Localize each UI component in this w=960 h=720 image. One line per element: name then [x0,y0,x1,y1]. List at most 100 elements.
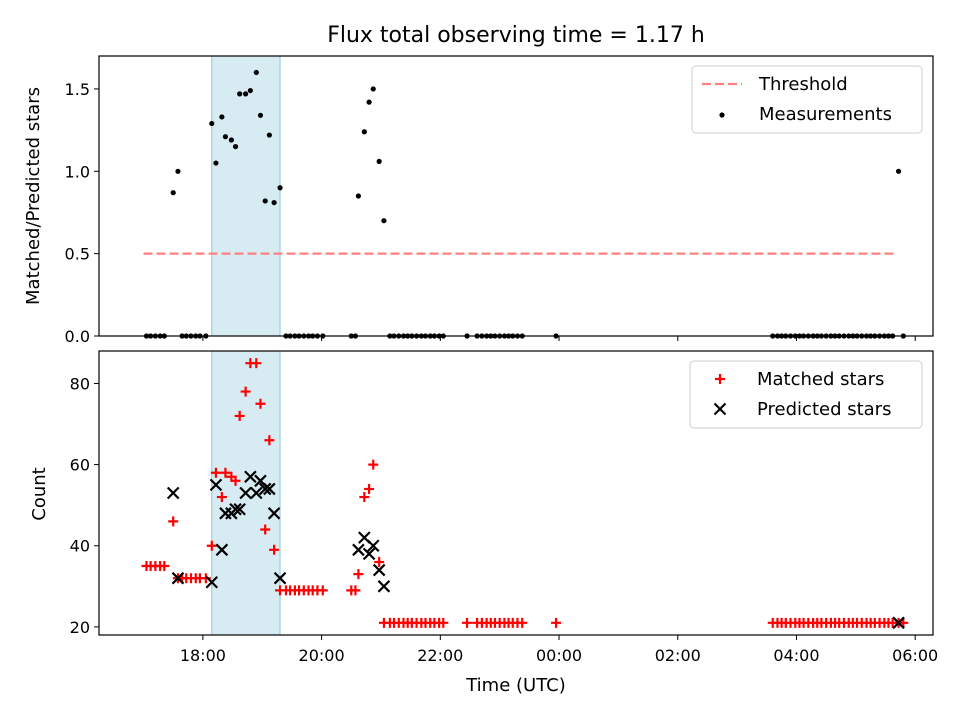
matched-star-point [240,386,251,397]
measurement-point [355,193,362,199]
matched-star-point [159,561,170,572]
matched-star-point [206,540,217,551]
matched-star-point [462,617,473,628]
matched-star-point [216,492,227,503]
legend-measurement-label: Measurements [759,104,892,125]
measurement-point [232,143,239,150]
matched-star-point [220,467,231,478]
bottom-x-tick-label: 20:00 [299,646,345,665]
bottom-y-tick-label: 60 [70,456,90,475]
bottom-y-tick-label: 80 [70,374,90,393]
bottom-x-tick-label: 22:00 [417,646,463,665]
matched-star-point [234,410,245,421]
predicted-star-point [250,486,263,500]
top-y-tick-label: 1.0 [65,162,90,181]
matched-star-point [264,435,275,446]
measurement-point [262,198,268,204]
bottom-x-tick-label: 00:00 [536,646,582,665]
predicted-star-point [258,482,272,496]
measurement-point [247,87,253,94]
matched-star-point [317,585,328,596]
matched-star-point [251,358,262,369]
chart-title: Flux total observing time = 1.17 h [327,23,705,48]
legend-matched-swatch [715,374,725,384]
measurement-point [895,168,902,174]
matched-star-point [230,475,241,486]
bottom-x-tick-label: 06:00 [892,646,938,665]
measurement-point [228,137,234,143]
matched-star-point [210,467,221,478]
predicted-star-point [267,507,281,520]
legend-predicted-label: Predicted stars [757,399,891,420]
legend-matched-label: Matched stars [757,369,884,390]
predicted-star-point [209,478,223,492]
bottom-x-tick-label: 18:00 [180,646,226,665]
bottom-y-axis-label: Count [29,467,50,520]
bottom-x-tick-label: 04:00 [773,646,819,665]
legend-predicted-swatch [713,402,727,416]
measurement-point [277,185,283,191]
predicted-star-point [892,616,905,630]
bottom-panel: 20 40 60 80 18:00 20:00 22:00 00:00 02:00 04:00 06… [70,350,938,665]
top-y-tick-label: 0.5 [65,245,90,264]
measurement-point [266,132,272,138]
predicted-star-point [263,482,276,496]
predicted-star-point [239,486,252,500]
measurement-point [376,158,382,165]
measurement-point [175,168,181,174]
predicted-star-point [166,486,180,500]
bottom-axes-frame [98,350,934,636]
matched-star-point [260,524,271,535]
bottom-y-tick-label: 20 [70,618,90,637]
bottom-y-tick-label: 40 [70,537,90,556]
predicted-star-point [233,502,246,516]
predicted-star-point [366,539,380,553]
predicted-star-point [372,563,386,577]
matched-star-point [551,617,562,628]
legend-measurement-swatch [719,112,725,118]
matched-star-point [368,459,379,470]
measurement-point [366,99,372,105]
measurement-point [219,114,225,120]
matched-star-point [350,585,361,596]
matched-star-point [269,544,280,555]
matched-star-point [374,556,385,567]
matched-star-point [200,573,211,584]
top-axes-frame [98,55,934,337]
top-highlight-span [211,55,281,337]
x-axis-label: Time (UTC) [465,675,566,696]
matched-star-point [168,516,179,527]
measurement-point [257,112,264,118]
predicted-star-point [377,580,391,593]
matched-star-point [517,617,528,628]
legend-box [691,65,923,134]
measurement-point [209,120,215,127]
top-panel: 0.0 0.5 1.0 1.5 Threshold Measurements [65,55,934,346]
measurement-point [361,129,367,135]
bottom-legend: Matched stars Predicted stars [689,360,923,429]
predicted-star-point [215,543,229,557]
measurement-point [370,86,376,92]
measurement-point [271,199,277,206]
top-y-tick-label: 1.5 [65,80,90,99]
matched-star-point [255,398,266,409]
measurement-point [222,134,229,140]
predicted-star-point [229,502,242,516]
bottom-x-tick-label: 02:00 [655,646,701,665]
measurement-point [170,190,176,196]
matched-star-point [438,617,449,628]
measurement-point [237,91,243,97]
measurement-point [243,91,249,97]
predicted-star-point [205,575,219,589]
matched-star-point [364,483,375,494]
measurement-point [381,218,387,224]
predicted-star-point [244,470,257,484]
matched-star-point [353,569,364,580]
top-legend: Threshold Measurements [691,65,923,134]
predicted-star-point [362,547,376,561]
predicted-star-point [352,543,365,557]
legend-threshold-label: Threshold [758,74,848,95]
matched-star-point [359,492,370,503]
